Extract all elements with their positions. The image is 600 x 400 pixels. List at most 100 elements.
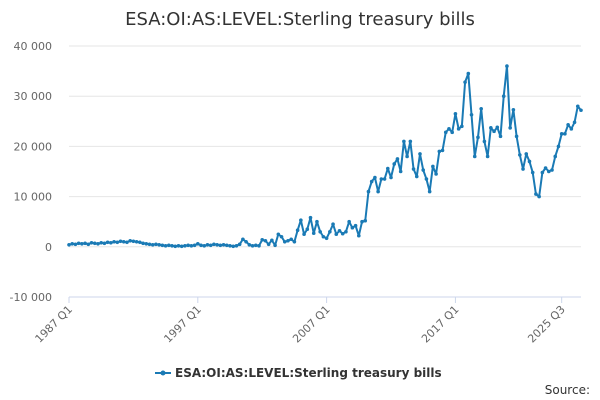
data-point <box>373 175 377 180</box>
data-point <box>466 71 471 76</box>
data-point <box>369 179 374 184</box>
x-axis: 1987 Q1 1997 Q1 2007 Q1 2017 Q1 2025 Q3 <box>33 296 581 346</box>
data-point <box>508 126 512 130</box>
data-point <box>128 238 132 243</box>
data-point <box>501 94 506 98</box>
data-point <box>250 244 255 248</box>
data-point <box>176 244 181 248</box>
data-point <box>173 244 178 249</box>
y-tick-label: 0 <box>45 241 52 254</box>
data-point <box>150 242 155 247</box>
y-tick-label: 20 000 <box>14 140 53 153</box>
data-point <box>205 242 210 247</box>
data-point <box>379 177 384 181</box>
data-point <box>112 239 116 244</box>
y-axis: 40 000 30 000 20 000 10 000 0 -10 000 <box>10 40 52 304</box>
data-point <box>414 174 419 179</box>
data-point <box>170 244 174 248</box>
data-point <box>344 229 348 234</box>
data-point <box>270 238 274 243</box>
data-point <box>511 107 516 112</box>
data-point <box>92 241 97 246</box>
data-point <box>186 243 190 248</box>
data-point <box>80 241 84 246</box>
data-point <box>305 227 310 232</box>
data-point <box>157 242 161 247</box>
data-point <box>524 152 529 156</box>
data-point <box>347 219 351 224</box>
data-point <box>311 231 316 236</box>
data-point <box>295 228 300 233</box>
data-point <box>437 149 442 154</box>
data-point <box>350 225 355 230</box>
data-point <box>479 106 483 111</box>
data-point <box>163 244 168 248</box>
data-point <box>141 241 145 246</box>
data-point <box>443 130 448 135</box>
y-tick-label: -10 000 <box>10 291 52 304</box>
data-point <box>144 241 149 246</box>
data-point <box>563 132 567 136</box>
data-point <box>553 154 558 159</box>
data-point <box>99 240 103 245</box>
data-point <box>234 244 239 248</box>
data-point <box>389 175 393 180</box>
data-point <box>498 134 503 139</box>
data-point <box>167 243 171 248</box>
data-point <box>299 218 303 222</box>
data-point <box>376 189 380 194</box>
data-point <box>556 144 561 149</box>
data-point <box>331 222 335 227</box>
data-point <box>495 125 500 130</box>
data-point <box>70 241 75 246</box>
data-point <box>537 194 541 199</box>
data-point <box>289 237 293 242</box>
data-point <box>86 242 91 247</box>
data-point <box>83 241 87 246</box>
data-point <box>485 154 490 159</box>
data-point <box>569 127 574 131</box>
data-point <box>202 244 207 248</box>
data-point <box>492 129 496 134</box>
data-point <box>102 241 107 246</box>
data-point <box>476 135 480 140</box>
data-point <box>530 170 535 175</box>
data-point <box>318 229 322 234</box>
data-point <box>431 164 435 169</box>
y-tick-label: 40 000 <box>14 40 53 53</box>
data-point <box>215 242 219 247</box>
legend-dot-marker <box>160 370 166 376</box>
data-point <box>228 244 232 248</box>
data-point <box>260 237 265 242</box>
data-point <box>138 240 142 245</box>
x-tick-label: 2025 Q3 <box>525 303 568 346</box>
data-point <box>434 172 438 176</box>
data-point <box>424 177 429 181</box>
data-point <box>540 170 545 175</box>
x-tick-label: 2007 Q1 <box>290 303 333 346</box>
data-point <box>292 239 297 244</box>
data-point <box>134 239 139 244</box>
x-tick-label: 2017 Q1 <box>419 303 462 346</box>
data-point <box>363 218 368 223</box>
data-point <box>224 243 229 248</box>
data-point <box>73 242 78 247</box>
data-point <box>244 239 248 244</box>
data-point <box>247 242 252 247</box>
data-point <box>534 192 538 196</box>
data-point <box>96 241 100 246</box>
chart-title: ESA:OI:AS:LEVEL:Sterling treasury bills <box>125 9 475 30</box>
data-point <box>67 242 71 247</box>
series-line <box>68 65 582 248</box>
data-point <box>121 239 126 244</box>
data-point <box>559 132 564 136</box>
data-point <box>398 169 403 174</box>
legend[interactable]: ESA:OI:AS:LEVEL:Sterling treasury bills <box>155 366 442 380</box>
x-tick-label: 1987 Q1 <box>33 303 76 346</box>
data-point <box>109 240 113 245</box>
data-point <box>550 168 554 172</box>
data-point <box>328 229 332 234</box>
data-point <box>543 166 548 170</box>
data-point <box>160 243 165 248</box>
